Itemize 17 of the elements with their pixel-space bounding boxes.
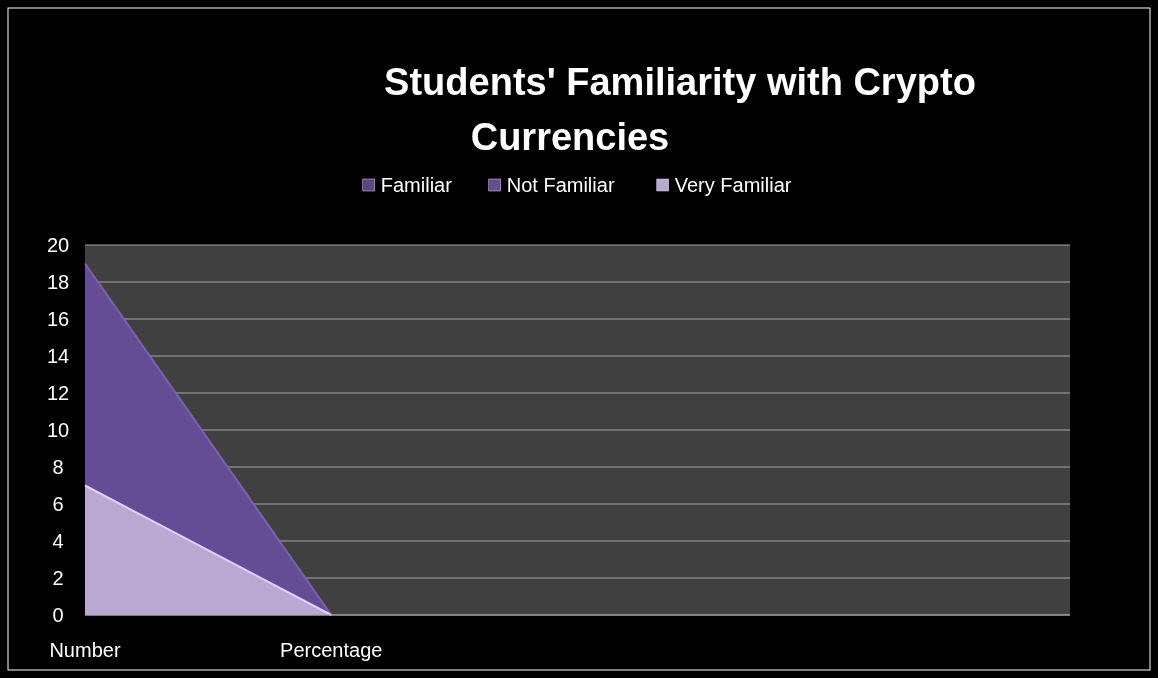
x-tick-label: Number [49,639,121,661]
y-tick-label: 18 [46,271,70,293]
x-tick-label: Percentage [280,639,383,661]
y-tick-label: 20 [46,234,70,256]
y-tick-label: 10 [46,419,70,441]
y-tick-label: 16 [46,308,70,330]
y-tick-label: 14 [46,345,70,367]
y-tick-label: 0 [52,604,64,626]
y-tick-label: 4 [52,530,64,552]
y-tick-label: 8 [52,456,64,478]
legend-label: Familiar [380,174,453,196]
y-tick-label: 12 [46,382,70,404]
y-tick-label: 6 [52,493,64,515]
legend-label: Very Familiar [674,174,792,196]
chart-title: Students' Familiarity with Crypto Currencies [384,61,976,158]
y-tick-label: 2 [52,567,64,589]
legend-label: Not Familiar [506,174,615,196]
